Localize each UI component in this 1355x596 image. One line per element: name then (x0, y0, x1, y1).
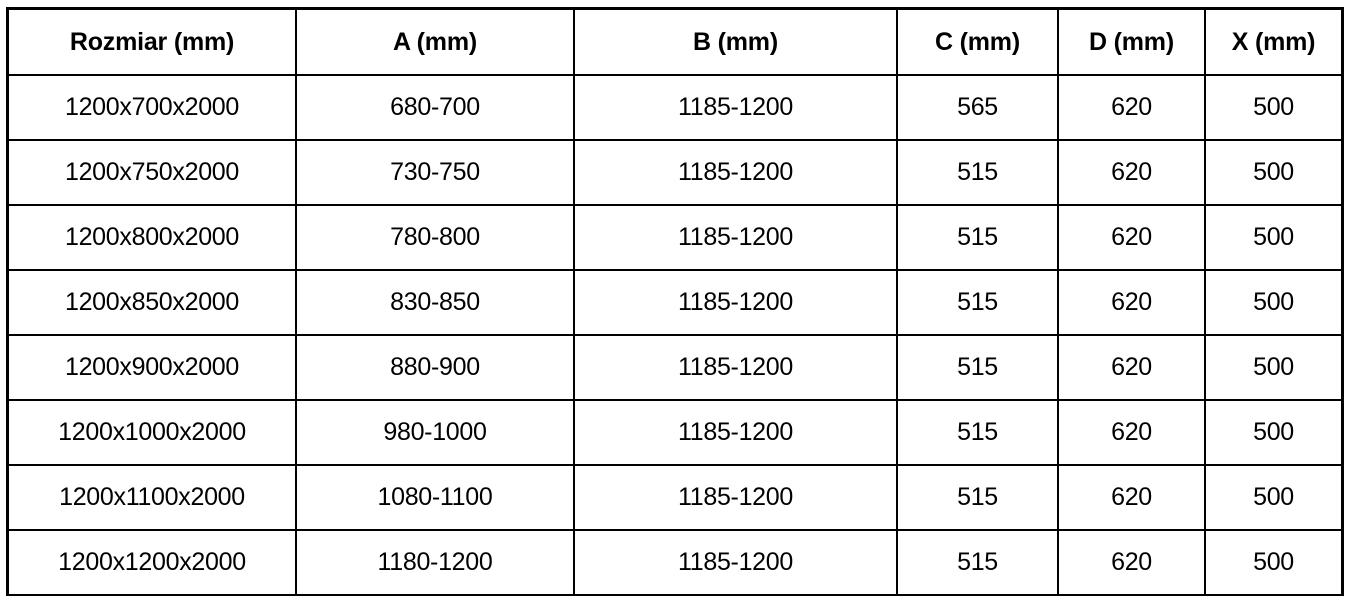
cell-x: 500 (1204, 204, 1343, 271)
specification-table: Rozmiar (mm) A (mm) B (mm) C (mm) D (mm)… (6, 7, 1344, 596)
table-row: 1200x850x2000 830-850 1185-1200 515 620 … (7, 269, 1343, 336)
cell-b: 1185-1200 (573, 334, 898, 401)
cell-b: 1185-1200 (573, 399, 898, 466)
cell-d: 620 (1057, 139, 1206, 206)
cell-x: 500 (1204, 464, 1343, 531)
cell-d: 620 (1057, 529, 1206, 596)
cell-c: 515 (896, 529, 1059, 596)
column-header-c: C (mm) (896, 8, 1059, 76)
cell-b: 1185-1200 (573, 269, 898, 336)
cell-a: 1180-1200 (295, 529, 575, 596)
cell-b: 1185-1200 (573, 529, 898, 596)
cell-x: 500 (1204, 269, 1343, 336)
cell-size: 1200x1000x2000 (7, 399, 297, 466)
cell-x: 500 (1204, 74, 1343, 141)
cell-size: 1200x750x2000 (7, 139, 297, 206)
table-row: 1200x1200x2000 1180-1200 1185-1200 515 6… (7, 529, 1343, 596)
cell-a: 680-700 (295, 74, 575, 141)
column-header-d: D (mm) (1057, 8, 1206, 76)
cell-a: 730-750 (295, 139, 575, 206)
cell-a: 780-800 (295, 204, 575, 271)
cell-x: 500 (1204, 334, 1343, 401)
cell-x: 500 (1204, 399, 1343, 466)
cell-c: 515 (896, 139, 1059, 206)
cell-d: 620 (1057, 269, 1206, 336)
cell-x: 500 (1204, 529, 1343, 596)
table-row: 1200x1100x2000 1080-1100 1185-1200 515 6… (7, 464, 1343, 531)
cell-size: 1200x700x2000 (7, 74, 297, 141)
cell-c: 515 (896, 464, 1059, 531)
cell-x: 500 (1204, 139, 1343, 206)
table-row: 1200x800x2000 780-800 1185-1200 515 620 … (7, 204, 1343, 271)
cell-size: 1200x850x2000 (7, 269, 297, 336)
table-body: 1200x700x2000 680-700 1185-1200 565 620 … (7, 74, 1343, 596)
table-header: Rozmiar (mm) A (mm) B (mm) C (mm) D (mm)… (7, 8, 1343, 76)
cell-b: 1185-1200 (573, 139, 898, 206)
cell-c: 515 (896, 204, 1059, 271)
table-row: 1200x1000x2000 980-1000 1185-1200 515 62… (7, 399, 1343, 466)
cell-a: 1080-1100 (295, 464, 575, 531)
cell-size: 1200x900x2000 (7, 334, 297, 401)
cell-a: 980-1000 (295, 399, 575, 466)
cell-a: 880-900 (295, 334, 575, 401)
cell-b: 1185-1200 (573, 204, 898, 271)
cell-size: 1200x1100x2000 (7, 464, 297, 531)
cell-d: 620 (1057, 204, 1206, 271)
specification-table-container: Rozmiar (mm) A (mm) B (mm) C (mm) D (mm)… (6, 7, 1344, 596)
cell-d: 620 (1057, 74, 1206, 141)
table-row: 1200x700x2000 680-700 1185-1200 565 620 … (7, 74, 1343, 141)
cell-c: 515 (896, 399, 1059, 466)
cell-size: 1200x1200x2000 (7, 529, 297, 596)
cell-d: 620 (1057, 399, 1206, 466)
table-row: 1200x900x2000 880-900 1185-1200 515 620 … (7, 334, 1343, 401)
cell-c: 565 (896, 74, 1059, 141)
table-header-row: Rozmiar (mm) A (mm) B (mm) C (mm) D (mm)… (7, 8, 1343, 76)
cell-b: 1185-1200 (573, 74, 898, 141)
cell-a: 830-850 (295, 269, 575, 336)
cell-c: 515 (896, 334, 1059, 401)
column-header-b: B (mm) (573, 8, 898, 76)
cell-d: 620 (1057, 464, 1206, 531)
cell-b: 1185-1200 (573, 464, 898, 531)
column-header-size: Rozmiar (mm) (7, 8, 297, 76)
column-header-x: X (mm) (1204, 8, 1343, 76)
cell-c: 515 (896, 269, 1059, 336)
cell-size: 1200x800x2000 (7, 204, 297, 271)
table-row: 1200x750x2000 730-750 1185-1200 515 620 … (7, 139, 1343, 206)
column-header-a: A (mm) (295, 8, 575, 76)
cell-d: 620 (1057, 334, 1206, 401)
